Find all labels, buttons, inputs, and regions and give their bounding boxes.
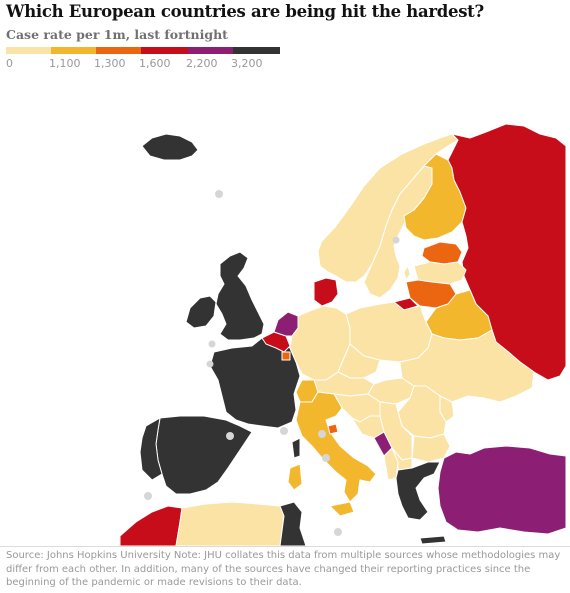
country-luxembourg[interactable] xyxy=(281,351,291,361)
country-tunisia[interactable] xyxy=(279,501,307,546)
dot-monaco xyxy=(280,427,288,435)
dot-jersey xyxy=(208,340,216,348)
legend-swatch-1 xyxy=(51,47,96,54)
source-note: Source: Johns Hopkins University Note: J… xyxy=(6,550,561,588)
dot-faroe xyxy=(215,190,223,198)
dot-guernsey xyxy=(206,360,214,368)
country-ireland[interactable] xyxy=(185,295,217,329)
legend-label-5: 3,200 xyxy=(231,57,263,70)
island-sardinia xyxy=(287,463,303,491)
island-gotland xyxy=(403,265,411,281)
country-bosnia[interactable] xyxy=(351,415,385,439)
dot-gibraltar xyxy=(144,492,152,500)
color-legend: 0 1,100 1,300 1,600 2,200 3,200 xyxy=(6,47,286,71)
legend-swatch-5 xyxy=(233,47,280,54)
country-san-marino[interactable] xyxy=(327,423,339,435)
country-sweden[interactable] xyxy=(363,165,433,299)
legend-label-4: 2,200 xyxy=(186,57,218,70)
legend-label-1: 1,100 xyxy=(49,57,81,70)
legend-swatch-4 xyxy=(188,47,233,54)
legend-label-2: 1,300 xyxy=(94,57,126,70)
island-sicily xyxy=(329,501,355,517)
legend-label-3: 1,600 xyxy=(139,57,171,70)
dot-andorra xyxy=(226,432,234,440)
legend-swatch-2 xyxy=(96,47,141,54)
country-portugal[interactable] xyxy=(139,417,163,481)
country-uk[interactable] xyxy=(215,251,265,341)
country-greece[interactable] xyxy=(395,461,441,521)
country-morocco[interactable] xyxy=(119,505,183,546)
dot-malta xyxy=(334,528,342,536)
country-italy[interactable] xyxy=(295,391,377,503)
legend-swatch-3 xyxy=(141,47,188,54)
island-crete xyxy=(419,535,447,545)
dot-aland xyxy=(392,236,400,244)
country-algeria[interactable] xyxy=(175,501,285,546)
island-corsica xyxy=(291,437,301,459)
source-divider xyxy=(0,546,570,547)
chart-title: Which European countries are being hit t… xyxy=(6,2,484,21)
legend-swatch-0 xyxy=(6,47,51,54)
country-bulgaria[interactable] xyxy=(411,433,451,463)
country-turkey[interactable] xyxy=(437,445,567,535)
legend-label-0: 0 xyxy=(6,57,13,70)
microstate-dots xyxy=(144,190,400,536)
dot-liechtenstein xyxy=(318,430,326,438)
country-estonia[interactable] xyxy=(421,241,463,265)
country-denmark[interactable] xyxy=(313,277,339,307)
country-albania[interactable] xyxy=(383,447,399,481)
dot-vatican xyxy=(322,454,330,462)
country-iceland[interactable] xyxy=(141,133,199,161)
country-spain[interactable] xyxy=(155,415,253,495)
europe-map xyxy=(119,123,567,546)
chart-subtitle: Case rate per 1m, last fortnight xyxy=(6,27,228,42)
